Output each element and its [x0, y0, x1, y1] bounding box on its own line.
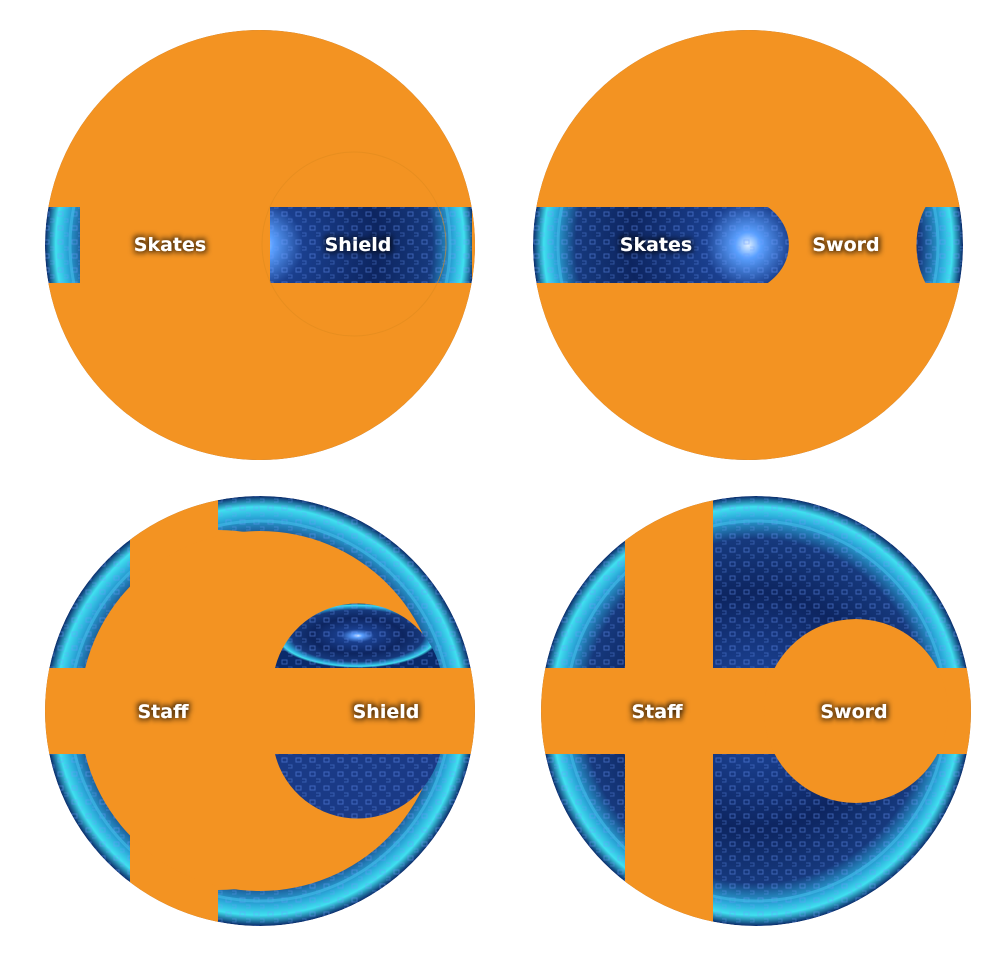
label-skates: Skates — [134, 234, 206, 256]
shield-circle-outline — [261, 151, 447, 337]
label-shield: Shield — [353, 701, 420, 723]
panel-staff-sword: Staff Sword — [541, 496, 971, 926]
panel-skates-sword: Skates Sword — [533, 30, 963, 460]
label-sword: Sword — [820, 701, 887, 723]
orange-shape — [541, 496, 971, 926]
panel-staff-shield: Staff Shield — [45, 496, 475, 926]
label-shield: Shield — [325, 234, 392, 256]
label-staff: Staff — [632, 701, 684, 723]
panel-skates-shield: Skates Shield — [45, 30, 475, 460]
shield-cutout — [275, 603, 440, 819]
label-skates: Skates — [620, 234, 692, 256]
label-staff: Staff — [138, 701, 190, 723]
label-sword: Sword — [812, 234, 879, 256]
